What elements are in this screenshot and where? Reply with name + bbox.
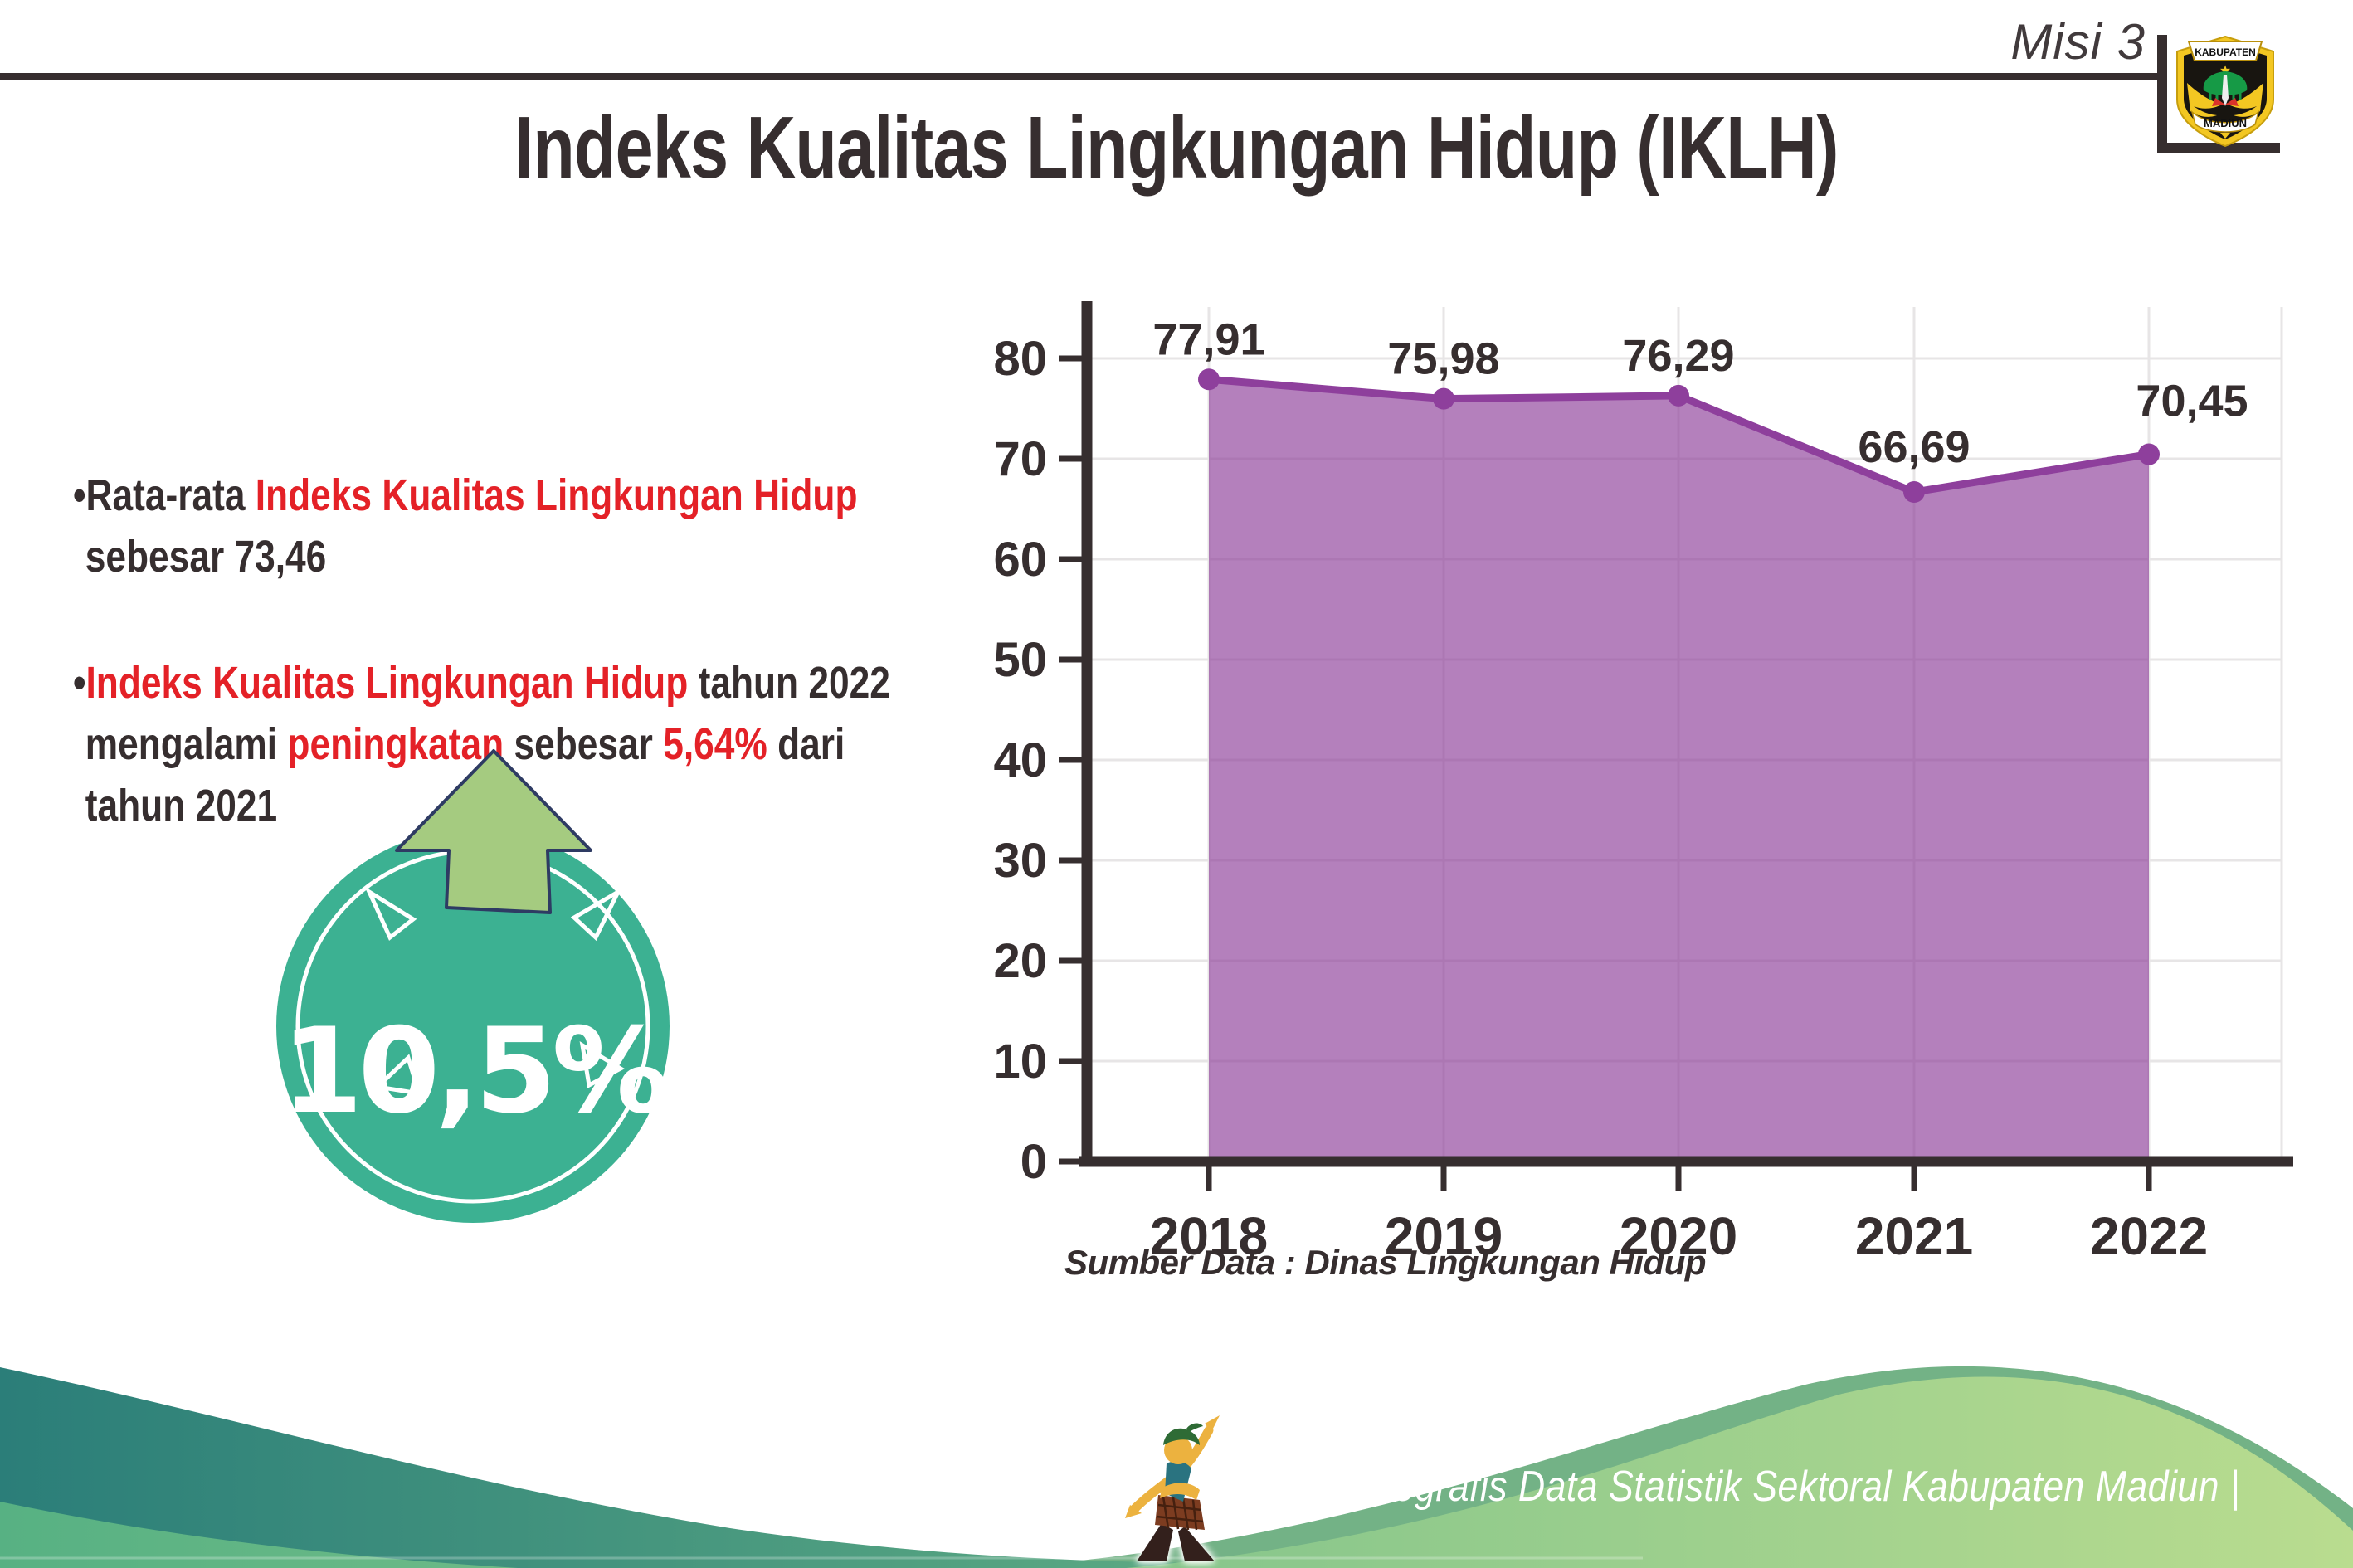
footer-wave bbox=[0, 1366, 2353, 1568]
badge-tick-ne-icon bbox=[570, 886, 623, 942]
iklh-area bbox=[1209, 379, 2149, 1161]
badge-tick-nw-icon bbox=[364, 886, 417, 941]
data-label: 70,45 bbox=[2136, 377, 2248, 426]
x-tick-label: 2022 bbox=[2090, 1206, 2208, 1266]
badge-circle bbox=[276, 830, 670, 1223]
header-rule bbox=[0, 73, 2158, 80]
data-point bbox=[1903, 481, 1925, 504]
emblem-ribbon bbox=[2190, 110, 2260, 133]
y-tick-label: 60 bbox=[993, 533, 1047, 587]
data-point bbox=[1198, 368, 1220, 391]
y-tick-label: 0 bbox=[1021, 1135, 1047, 1189]
bullet-item-increase: •Indeks Kualitas Lingkungan Hidup tahun … bbox=[73, 658, 890, 830]
footer-caption: Media Infografis Data Statistik Sektoral… bbox=[1238, 1463, 2240, 1511]
increase-badge: 10,5% bbox=[276, 749, 671, 1223]
up-arrow-icon bbox=[395, 749, 592, 914]
badge-value: 10,5% bbox=[281, 1003, 666, 1140]
data-label: 77,91 bbox=[1152, 314, 1264, 364]
y-tick-label: 20 bbox=[993, 934, 1047, 988]
logo-frame-vertical bbox=[2157, 35, 2167, 153]
y-tick-label: 30 bbox=[993, 834, 1047, 888]
x-tick-label: 2018 bbox=[1150, 1206, 1268, 1266]
data-label: 75,98 bbox=[1387, 334, 1499, 384]
y-tick-label: 40 bbox=[993, 733, 1047, 787]
data-labels: 77,91 75,98 76,29 66,69 70,45 bbox=[1152, 314, 2248, 472]
y-tick-label: 50 bbox=[993, 633, 1047, 687]
emblem-banner-top bbox=[2187, 41, 2263, 61]
misi-label: Misi 3 bbox=[2010, 14, 2146, 70]
dancer-mascot-icon bbox=[1125, 1415, 1220, 1561]
data-label: 76,29 bbox=[1622, 331, 1734, 381]
data-point bbox=[2138, 443, 2160, 465]
badge-tick-se-icon bbox=[579, 1041, 626, 1088]
emblem-wing-right-icon bbox=[2229, 83, 2263, 117]
x-tick-label: 2020 bbox=[1620, 1206, 1737, 1266]
emblem-tree-roots bbox=[2209, 88, 2242, 101]
page-title: Indeks Kualitas Lingkungan Hidup (IKLH) bbox=[514, 99, 1839, 197]
x-tick-label: 2019 bbox=[1385, 1206, 1503, 1266]
footer-wave-front bbox=[0, 1376, 2353, 1568]
y-tick-label: 70 bbox=[993, 432, 1047, 486]
emblem-bottom-mark bbox=[2220, 133, 2230, 139]
bullet-item-average: •Rata-rata Indeks Kualitas Lingkungan Hi… bbox=[73, 470, 858, 582]
bullet-list: •Rata-rata Indeks Kualitas Lingkungan Hi… bbox=[73, 465, 1235, 901]
source-note: Sumber Data : Dinas Lingkungan Hidup bbox=[1064, 1243, 1707, 1282]
y-tick-label: 80 bbox=[993, 332, 1047, 386]
x-tick-labels: 2018 2019 2020 2021 2022 bbox=[1150, 1206, 2208, 1266]
logo-frame-horizontal bbox=[2157, 143, 2280, 153]
emblem-ribbon-label: MADIUN bbox=[2204, 117, 2247, 129]
data-point bbox=[1668, 384, 1689, 407]
y-tick-labels: 0 10 20 30 40 50 60 70 80 bbox=[993, 332, 1047, 1189]
footer-wave-teal bbox=[0, 1367, 1369, 1568]
axis-ticks bbox=[1059, 355, 2152, 1191]
emblem-banner-top-label: KABUPATEN bbox=[2195, 46, 2256, 58]
data-label: 66,69 bbox=[1858, 422, 1970, 472]
kabupaten-madiun-emblem-icon: KABUPATEN ★ MADIUN bbox=[2176, 35, 2274, 148]
y-tick-label: 10 bbox=[993, 1035, 1047, 1088]
emblem-wing-left-icon bbox=[2187, 83, 2222, 117]
x-tick-label: 2021 bbox=[1855, 1206, 1973, 1266]
data-point bbox=[1433, 387, 1454, 410]
iklh-area-chart: 77,91 75,98 76,29 66,69 70,45 0 10 20 30 40 50 60 70… bbox=[993, 301, 2293, 1266]
badge-tick-sw-icon bbox=[373, 1054, 422, 1097]
emblem-red-right bbox=[2225, 98, 2239, 106]
emblem-red-left bbox=[2212, 98, 2225, 106]
emblem-keris-icon bbox=[2222, 75, 2229, 106]
